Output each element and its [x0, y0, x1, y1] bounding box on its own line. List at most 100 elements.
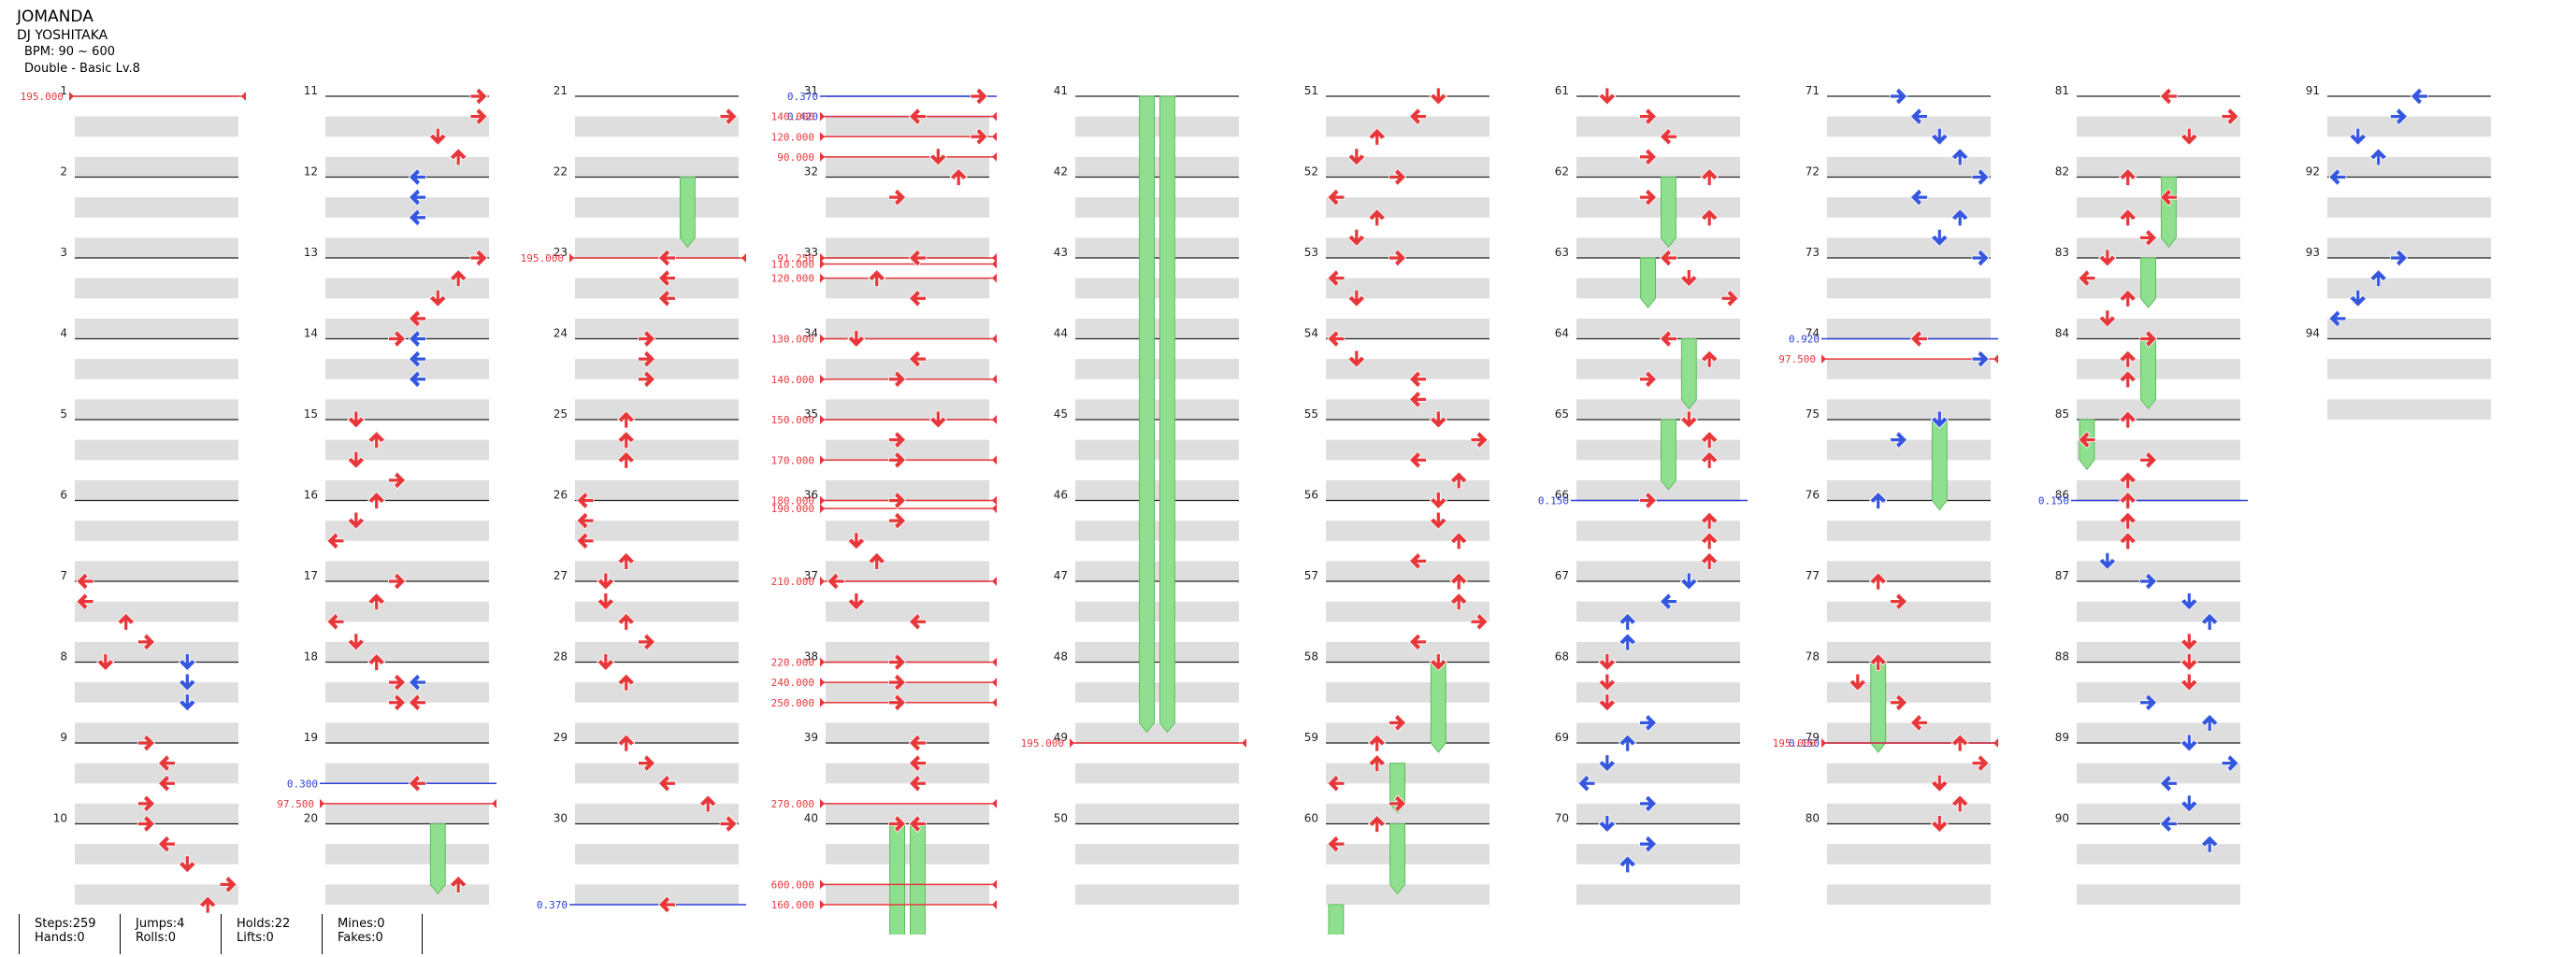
beat-band — [2077, 237, 2240, 258]
beat-band — [75, 844, 238, 864]
beat-band — [575, 439, 739, 461]
step-arrow-icon — [1950, 794, 1969, 813]
bpm-change-marker — [992, 455, 997, 465]
step-arrow-icon — [908, 814, 927, 834]
beat-band — [1576, 601, 1740, 622]
step-arrow-icon — [2119, 491, 2137, 509]
beat-band — [1576, 359, 1740, 379]
step-arrow-icon — [657, 289, 676, 307]
step-arrow-icon — [1619, 612, 1637, 631]
step-arrow-icon — [888, 511, 907, 530]
step-arrow-icon — [888, 450, 907, 469]
step-arrow-icon — [367, 491, 386, 509]
measure-number: 13 — [304, 246, 318, 259]
bpm-change-label: 120.000 — [771, 273, 814, 285]
measure-number: 59 — [1304, 731, 1318, 744]
stat-mines: Mines:0 — [338, 917, 385, 931]
step-arrow-icon — [847, 330, 866, 349]
measure-number: 56 — [1304, 489, 1318, 502]
step-arrow-icon — [908, 774, 927, 793]
step-arrow-icon — [1327, 188, 1346, 207]
step-arrow-icon — [449, 269, 468, 288]
beat-band — [75, 156, 238, 178]
beat-band — [2077, 763, 2240, 784]
stat-fakes: Fakes:0 — [338, 931, 383, 945]
step-arrow-icon — [178, 855, 196, 874]
beat-band — [2077, 561, 2240, 581]
step-arrow-icon — [617, 431, 636, 450]
measure-number: 69 — [1555, 731, 1569, 744]
step-arrow-icon — [1639, 148, 1658, 166]
measure-number: 42 — [1054, 165, 1068, 179]
beat-band — [1827, 561, 1991, 581]
beat-band — [826, 197, 989, 218]
step-arrow-icon — [1389, 794, 1407, 813]
measure-number: 90 — [2055, 812, 2069, 825]
song-artist: DJ YOSHITAKA — [17, 28, 108, 43]
measure-number: 3 — [60, 246, 67, 259]
scroll-change-label: 0.370 — [787, 91, 818, 103]
step-arrow-icon — [888, 188, 907, 207]
step-arrow-icon — [2098, 249, 2117, 267]
step-arrow-icon — [888, 370, 907, 389]
step-arrow-icon — [347, 511, 366, 530]
bpm-change-label: 195.000 — [21, 91, 64, 103]
bpm-change-marker — [992, 259, 997, 269]
bpm-change-marker — [992, 151, 997, 162]
step-arrow-icon — [1598, 673, 1617, 692]
beat-band — [1326, 399, 1489, 420]
beat-band — [325, 722, 489, 743]
bpm-change-marker — [820, 374, 825, 384]
step-arrow-icon — [1890, 593, 1908, 611]
bpm-change-label: 97.500 — [277, 798, 314, 810]
bpm-change-marker — [1821, 354, 1826, 364]
step-arrow-icon — [2390, 107, 2409, 126]
bpm-change-marker — [820, 879, 825, 890]
beat-band — [1827, 844, 1991, 864]
beat-band — [75, 601, 238, 622]
bpm-change-marker — [320, 798, 324, 808]
step-arrow-icon — [1869, 491, 1888, 509]
step-chart: 1234567891011121314151617181920212223242… — [21, 84, 2491, 935]
bpm-change-label: 170.000 — [771, 454, 814, 466]
step-arrow-icon — [2180, 127, 2198, 146]
beat-band — [575, 116, 739, 137]
measure-number: 55 — [1304, 407, 1318, 421]
step-arrow-icon — [657, 269, 676, 288]
beat-band — [826, 359, 989, 379]
scroll-change-label: 0.150 — [2038, 495, 2069, 507]
step-arrow-icon — [970, 87, 988, 106]
measure-number: 4 — [60, 327, 67, 340]
beat-band — [1576, 439, 1740, 461]
beat-band — [1326, 479, 1489, 501]
step-arrow-icon — [388, 673, 407, 692]
measure-number: 21 — [554, 84, 568, 97]
bpm-change-marker — [569, 253, 574, 263]
step-arrow-icon — [2139, 693, 2158, 712]
beat-band — [2077, 116, 2240, 137]
beat-band — [1827, 641, 1991, 663]
step-arrow-icon — [888, 491, 907, 510]
measure-number: 27 — [554, 569, 568, 582]
step-arrow-icon — [928, 148, 947, 166]
beat-band — [2327, 278, 2491, 299]
step-arrow-icon — [408, 350, 426, 368]
step-arrow-icon — [2139, 228, 2158, 247]
measure-number: 81 — [2055, 84, 2069, 97]
bpm-change-label: 190.000 — [771, 503, 814, 515]
beat-band — [1326, 722, 1489, 743]
beat-band — [1827, 237, 1991, 258]
measure-number: 43 — [1054, 246, 1068, 259]
measure-number: 76 — [1806, 489, 1820, 502]
step-arrow-icon — [1598, 754, 1617, 773]
bpm-change-marker — [820, 504, 825, 514]
step-arrow-icon — [326, 532, 345, 550]
scroll-change-label: 0.150 — [1538, 495, 1569, 507]
bpm-change-label: 90.000 — [777, 151, 814, 164]
measure-number: 79 — [1806, 731, 1820, 744]
measure-number: 77 — [1806, 569, 1820, 582]
step-arrow-icon — [1700, 431, 1719, 450]
step-arrow-icon — [449, 875, 468, 893]
step-arrow-icon — [1890, 87, 1908, 106]
step-arrow-icon — [157, 774, 176, 793]
